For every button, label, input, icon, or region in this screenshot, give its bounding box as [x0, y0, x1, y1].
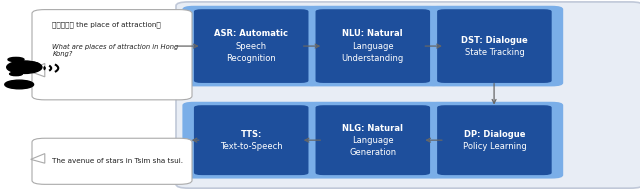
Text: What are places of attraction in Hong
Kong?: What are places of attraction in Hong Ko…	[52, 44, 179, 57]
Text: Language: Language	[352, 136, 394, 145]
Text: NLG: Natural: NLG: Natural	[342, 124, 403, 132]
FancyBboxPatch shape	[182, 6, 320, 86]
Ellipse shape	[6, 61, 42, 73]
FancyBboxPatch shape	[426, 102, 563, 179]
FancyBboxPatch shape	[437, 105, 552, 175]
Text: DP: Dialogue: DP: Dialogue	[463, 130, 525, 139]
FancyBboxPatch shape	[316, 9, 430, 83]
Text: 香港有什么 the place of attraction？: 香港有什么 the place of attraction？	[52, 21, 161, 28]
Polygon shape	[31, 154, 45, 163]
Text: Language: Language	[352, 42, 394, 50]
FancyBboxPatch shape	[176, 2, 640, 188]
Ellipse shape	[10, 72, 22, 76]
Text: Generation: Generation	[349, 148, 396, 157]
Text: DST: Dialogue: DST: Dialogue	[461, 36, 528, 45]
FancyBboxPatch shape	[426, 6, 563, 86]
Text: NLU: Natural: NLU: Natural	[342, 30, 403, 38]
FancyBboxPatch shape	[316, 105, 430, 175]
Text: Policy Learning: Policy Learning	[463, 142, 526, 151]
FancyBboxPatch shape	[304, 102, 442, 179]
FancyBboxPatch shape	[182, 102, 320, 179]
Text: The avenue of stars in Tsim sha tsui.: The avenue of stars in Tsim sha tsui.	[52, 158, 184, 164]
FancyBboxPatch shape	[32, 138, 192, 184]
Polygon shape	[29, 63, 45, 77]
FancyBboxPatch shape	[194, 9, 308, 83]
FancyBboxPatch shape	[194, 105, 308, 175]
Ellipse shape	[5, 80, 33, 89]
Ellipse shape	[27, 62, 40, 68]
Ellipse shape	[8, 57, 24, 62]
Text: Speech: Speech	[236, 42, 267, 50]
Text: Understanding: Understanding	[342, 54, 404, 63]
FancyBboxPatch shape	[32, 10, 192, 100]
Text: TTS:: TTS:	[241, 130, 262, 139]
FancyBboxPatch shape	[437, 9, 552, 83]
Text: Text-to-Speech: Text-to-Speech	[220, 142, 282, 151]
Text: Recognition: Recognition	[227, 54, 276, 63]
Text: ASR: Automatic: ASR: Automatic	[214, 30, 288, 38]
Text: State Tracking: State Tracking	[465, 48, 524, 57]
FancyBboxPatch shape	[304, 6, 442, 86]
